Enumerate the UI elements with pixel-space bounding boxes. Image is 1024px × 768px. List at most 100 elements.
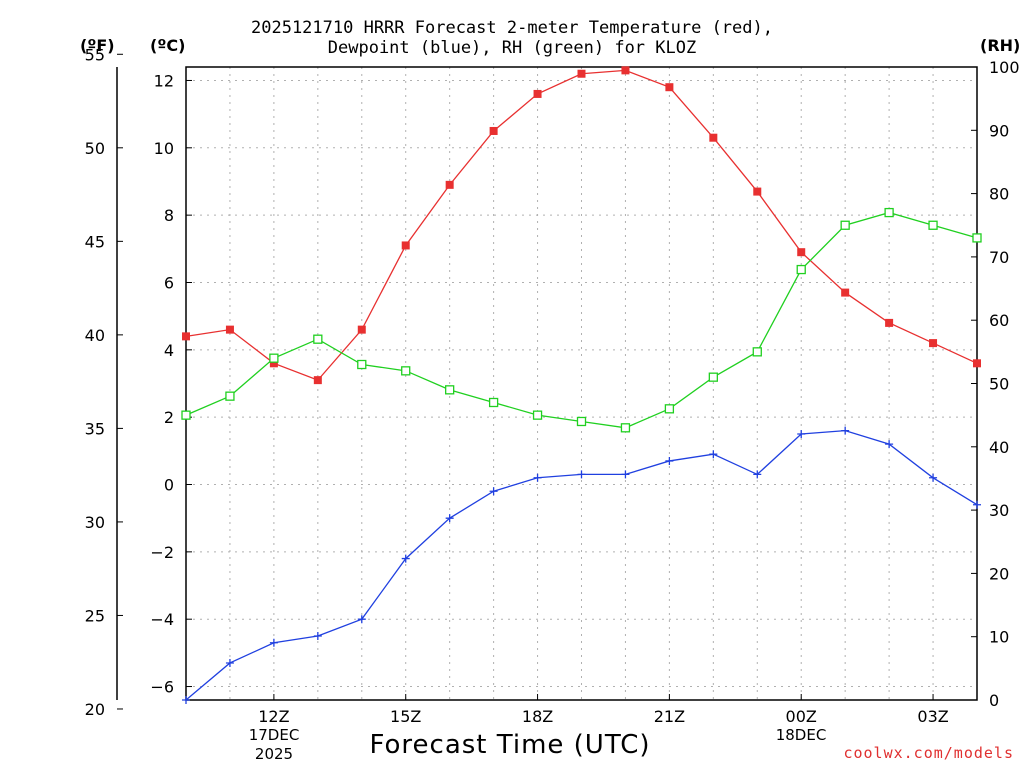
rh-point xyxy=(532,410,543,420)
rh-tick-label: 80 xyxy=(989,185,1009,204)
temperature-point xyxy=(182,332,190,341)
fahrenheit-tick-label: 55 xyxy=(85,45,105,64)
rh-unit-label: (RH) xyxy=(980,36,1021,55)
dewpoint-point xyxy=(929,473,938,482)
dewpoint-point xyxy=(533,473,542,482)
rh-tick-label: 70 xyxy=(989,248,1009,267)
fahrenheit-tick-label: 40 xyxy=(85,326,105,345)
date-label-day1: 17DEC xyxy=(248,726,300,744)
dewpoint-point xyxy=(489,487,498,496)
dewpoint-point xyxy=(665,456,674,465)
temperature-point xyxy=(225,325,234,334)
rh-tick-label: 90 xyxy=(989,121,1009,140)
celsius-tick-label: −4 xyxy=(150,610,174,629)
x-tick-label: 12Z xyxy=(258,707,289,726)
temperature-point xyxy=(577,69,586,78)
rh-point xyxy=(576,416,587,427)
temperature-point xyxy=(709,133,718,142)
grid-lines xyxy=(186,67,977,700)
celsius-tick-label: 12 xyxy=(154,71,174,90)
dewpoint-point xyxy=(841,426,850,435)
celsius-tick-label: 10 xyxy=(154,139,174,158)
fahrenheit-unit-label: (ºF) xyxy=(80,36,115,55)
rh-tick-label: 100 xyxy=(989,58,1020,77)
dewpoint-point xyxy=(445,514,454,523)
rh-point xyxy=(488,397,499,408)
chart-title-line-1: 2025121710 HRRR Forecast 2-meter Tempera… xyxy=(251,18,773,38)
dewpoint-point xyxy=(182,696,190,704)
temperature-point xyxy=(929,339,938,348)
x-tick-label: 21Z xyxy=(654,707,685,726)
rh-point xyxy=(313,334,323,344)
dewpoint-point xyxy=(313,632,322,641)
temperature-point xyxy=(753,187,762,196)
temperature-point xyxy=(313,376,322,385)
rh-point xyxy=(840,220,850,230)
rh-point xyxy=(752,347,762,357)
chart-title-line-2: Dewpoint (blue), RH (green) for KLOZ xyxy=(327,38,697,58)
data-series xyxy=(181,66,982,704)
celsius-unit-label: (ºC) xyxy=(150,36,186,55)
rh-tick-label: 30 xyxy=(989,501,1009,520)
fahrenheit-tick-label: 45 xyxy=(85,232,105,251)
rh-point xyxy=(445,385,455,395)
dewpoint-point xyxy=(225,658,234,667)
temperature-point xyxy=(445,180,454,189)
rh-point xyxy=(225,391,235,401)
x-tick-label: 03Z xyxy=(917,707,948,726)
fahrenheit-tick-label: 35 xyxy=(85,419,105,438)
temperature-point xyxy=(357,325,366,334)
rh-point xyxy=(708,372,718,382)
dewpoint-point xyxy=(269,638,278,647)
rh-point xyxy=(620,423,631,433)
celsius-tick-label: 0 xyxy=(164,476,174,495)
rh-point xyxy=(664,404,675,414)
temperature-point xyxy=(621,66,630,75)
x-tick-label: 00Z xyxy=(786,707,817,726)
temperature-point xyxy=(401,241,410,250)
celsius-tick-label: 6 xyxy=(164,273,174,292)
temperature-point xyxy=(269,359,278,368)
x-tick-label: 15Z xyxy=(390,707,421,726)
dewpoint-point xyxy=(709,450,718,459)
fahrenheit-tick-label: 30 xyxy=(85,513,105,532)
x-tick-label: 18Z xyxy=(522,707,553,726)
fahrenheit-tick-label: 50 xyxy=(85,139,105,158)
rh-tick-label: 50 xyxy=(989,375,1009,394)
rh-point xyxy=(796,264,806,275)
temperature-point xyxy=(797,248,806,257)
dewpoint-point xyxy=(797,430,806,439)
rh-point xyxy=(972,233,982,243)
fahrenheit-tick-label: 25 xyxy=(85,606,105,625)
dewpoint-point xyxy=(577,470,586,479)
rh-tick-label: 60 xyxy=(989,311,1009,330)
rh-tick-label: 0 xyxy=(989,691,999,710)
x-axis-title: Forecast Time (UTC) xyxy=(369,730,651,760)
dewpoint-point xyxy=(401,554,410,563)
rh-point xyxy=(401,366,411,376)
celsius-tick-label: −6 xyxy=(150,678,174,697)
rh-point xyxy=(181,410,191,420)
rh-tick-label: 20 xyxy=(989,564,1009,583)
celsius-tick-label: −2 xyxy=(150,543,174,562)
axes: −6 −4 −2 0 2 4 6 8 10 12 20 25 30 35 40 45 50 55 0 10 20 30 40… xyxy=(85,45,1020,726)
temperature-point xyxy=(489,126,498,135)
temperature-point xyxy=(885,318,894,327)
rh-point xyxy=(357,359,367,370)
temperature-point xyxy=(665,83,674,92)
celsius-tick-label: 8 xyxy=(164,206,174,225)
dewpoint-point xyxy=(753,470,762,479)
rh-point xyxy=(928,220,938,230)
dewpoint-point xyxy=(621,470,630,479)
rh-tick-label: 40 xyxy=(989,438,1009,457)
rh-tick-label: 10 xyxy=(989,628,1009,647)
celsius-tick-label: 4 xyxy=(164,341,174,360)
dewpoint-point xyxy=(973,500,981,509)
credit-text: coolwx.com/models xyxy=(843,744,1014,762)
date-label-year: 2025 xyxy=(254,745,294,763)
rh-point xyxy=(269,353,279,363)
dewpoint-point xyxy=(357,615,366,624)
celsius-tick-label: 2 xyxy=(164,408,174,427)
dewpoint-point xyxy=(885,440,894,449)
